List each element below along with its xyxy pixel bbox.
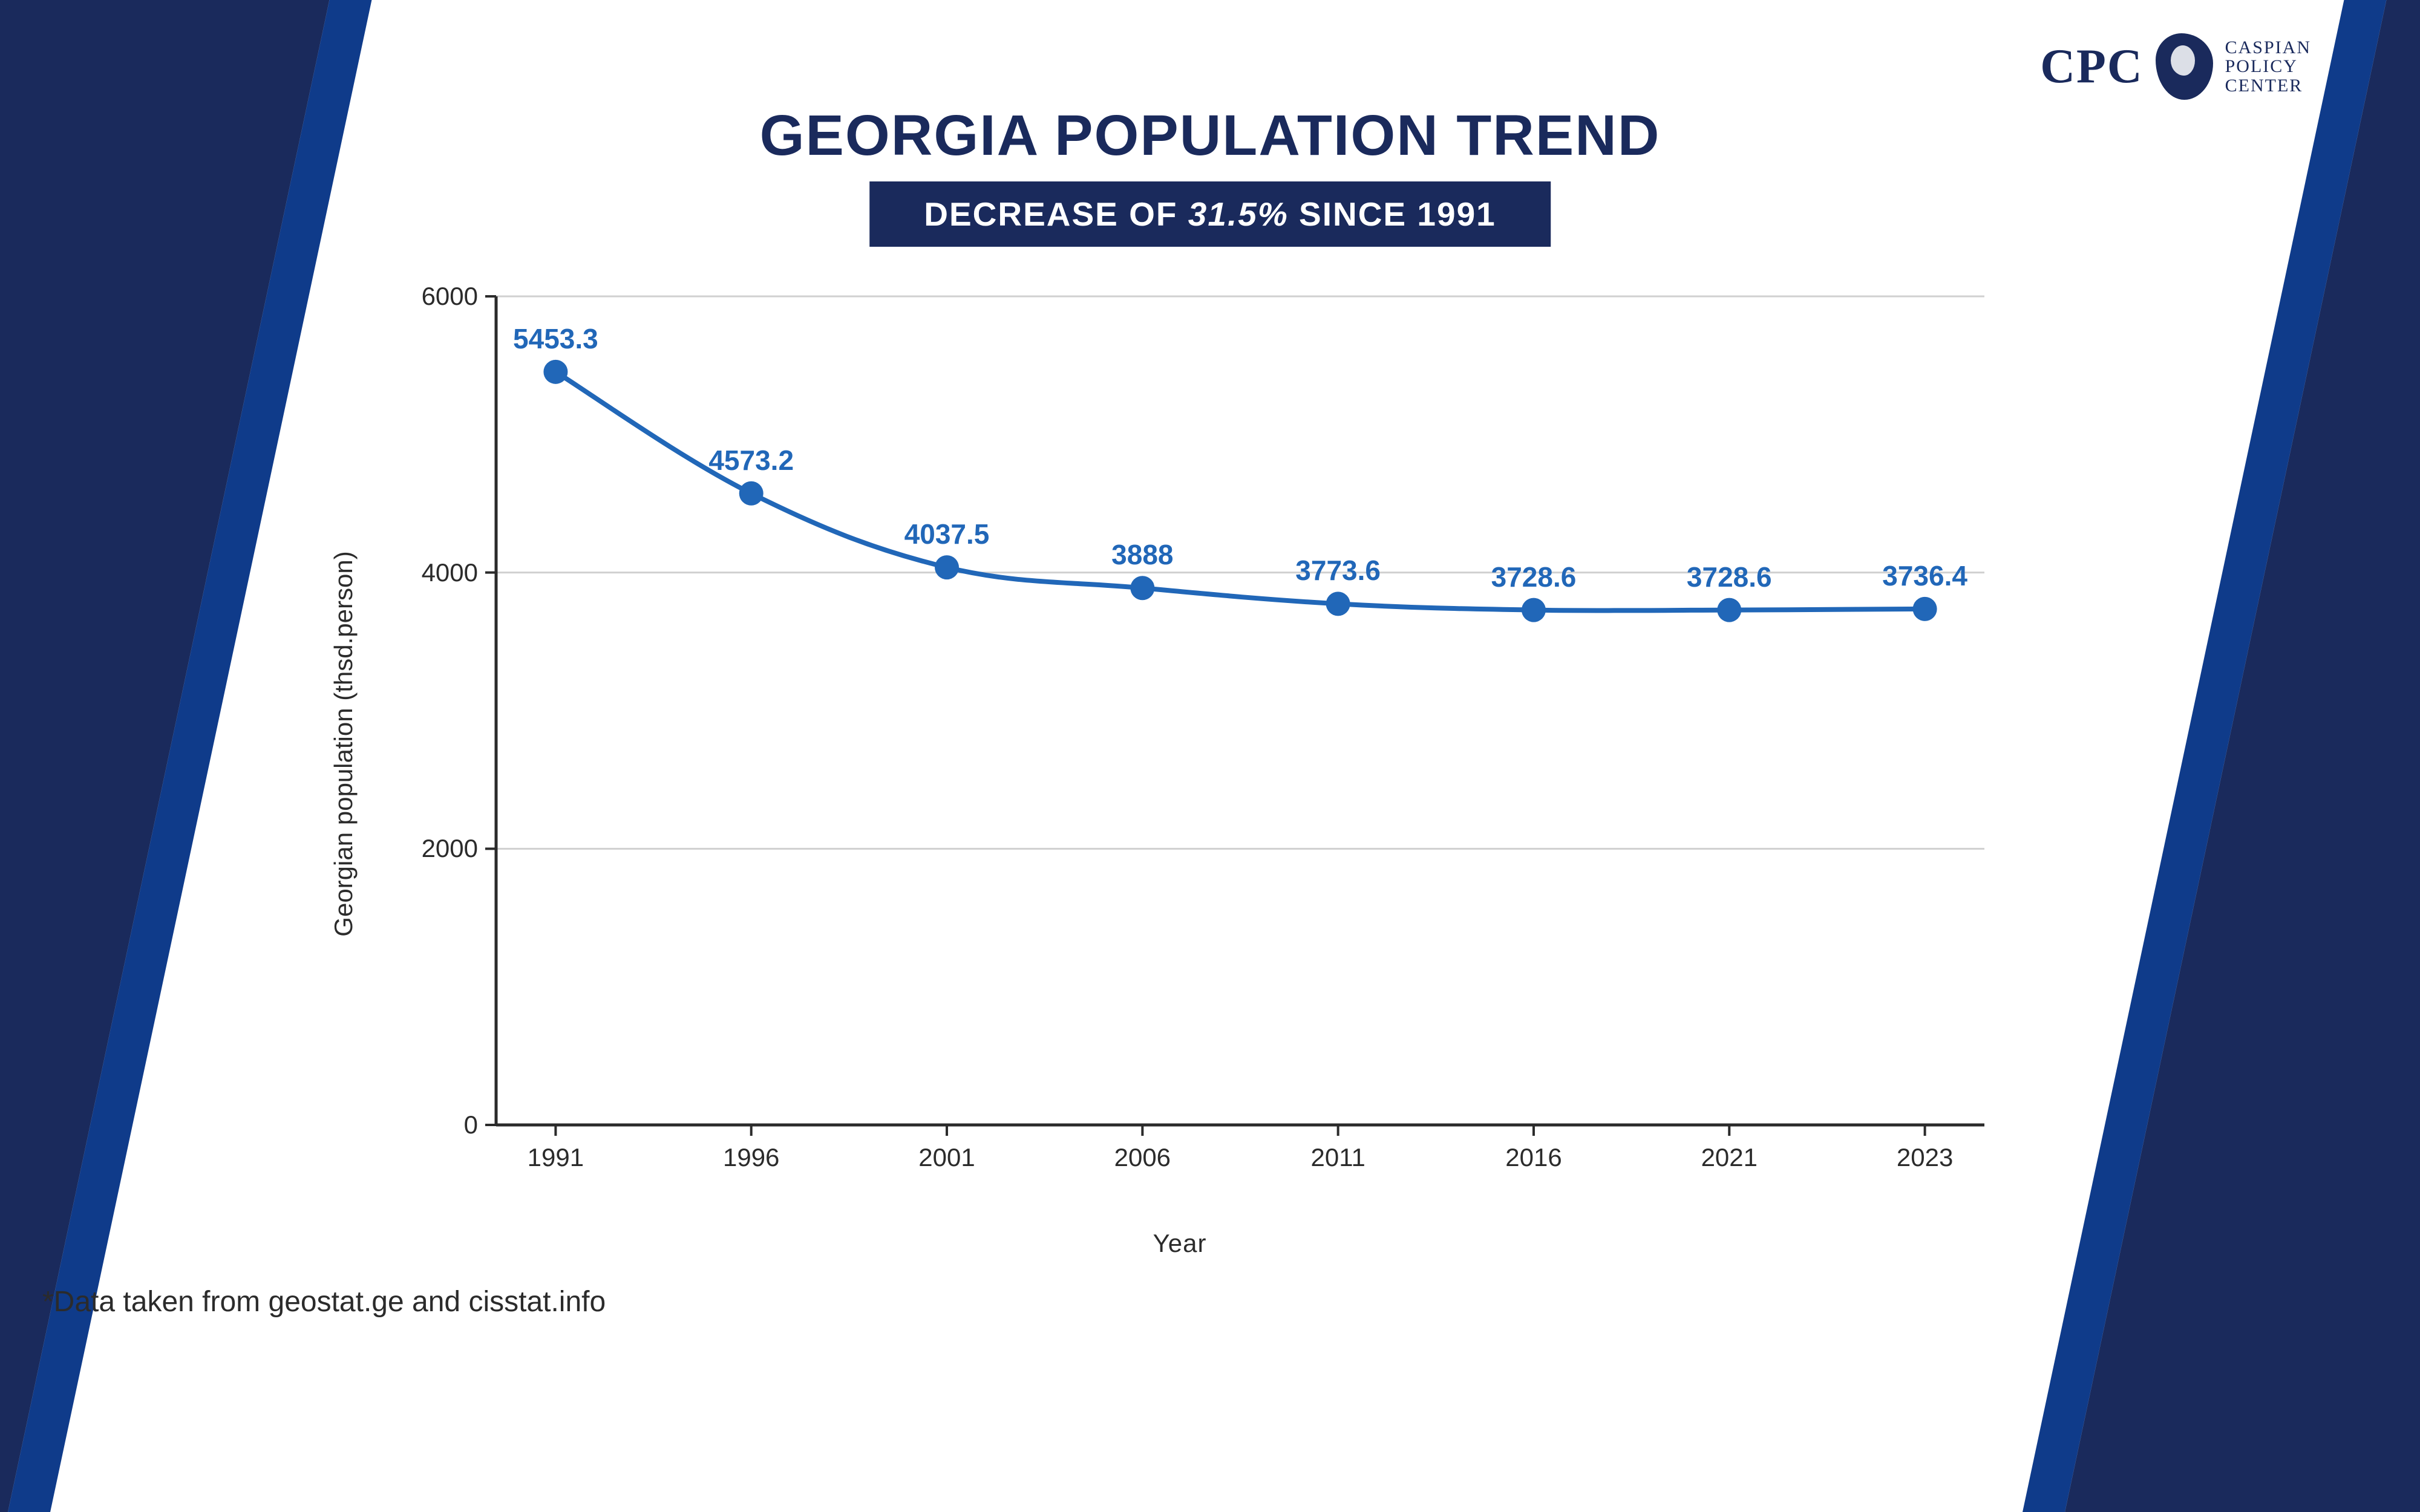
org-logo: CPC CASPIAN POLICY CENTER [2040,33,2311,100]
data-point-label: 3736.4 [1882,559,1967,592]
x-tick-label: 2016 [1505,1143,1562,1172]
chart-svg [339,278,2021,1210]
y-axis-label: Georgian population (thsd.person) [329,551,358,936]
x-tick-label: 1991 [528,1143,584,1172]
logo-abbrev: CPC [2040,39,2143,94]
logo-full-name: CASPIAN POLICY CENTER [2225,38,2311,96]
data-point-label: 4037.5 [904,518,990,550]
data-point-label: 4573.2 [708,444,794,477]
x-tick-label: 2023 [1897,1143,1953,1172]
data-source-footnote: *Data taken from geostat.ge and cisstat.… [42,1285,606,1318]
subtitle-prefix: DECREASE OF [924,195,1188,233]
x-tick-label: 2011 [1310,1143,1365,1172]
x-tick-label: 2001 [918,1143,975,1172]
y-tick-label: 4000 [417,558,478,587]
data-point-label: 3888 [1111,538,1173,571]
data-point-label: 3728.6 [1687,561,1772,593]
x-axis-label: Year [1153,1229,1207,1258]
chart-title: GEORGIA POPULATION TREND [0,103,2420,169]
y-tick-label: 2000 [417,834,478,863]
data-point-label: 5453.3 [513,322,598,355]
caspian-map-icon [2156,33,2213,100]
x-tick-label: 2021 [1701,1143,1758,1172]
data-point-label: 3773.6 [1295,554,1381,587]
subtitle-suffix: SINCE 1991 [1289,195,1496,233]
population-line-chart: Georgian population (thsd.person) Year 0… [339,278,2021,1210]
data-point-label: 3728.6 [1491,561,1577,593]
subtitle-percent: 31.5% [1188,195,1289,233]
decor-band-right [2065,0,2420,1512]
y-tick-label: 6000 [417,282,478,311]
y-tick-label: 0 [417,1110,478,1139]
x-tick-label: 1996 [723,1143,779,1172]
subtitle-banner: DECREASE OF 31.5% SINCE 1991 [869,181,1551,247]
x-tick-label: 2006 [1114,1143,1171,1172]
